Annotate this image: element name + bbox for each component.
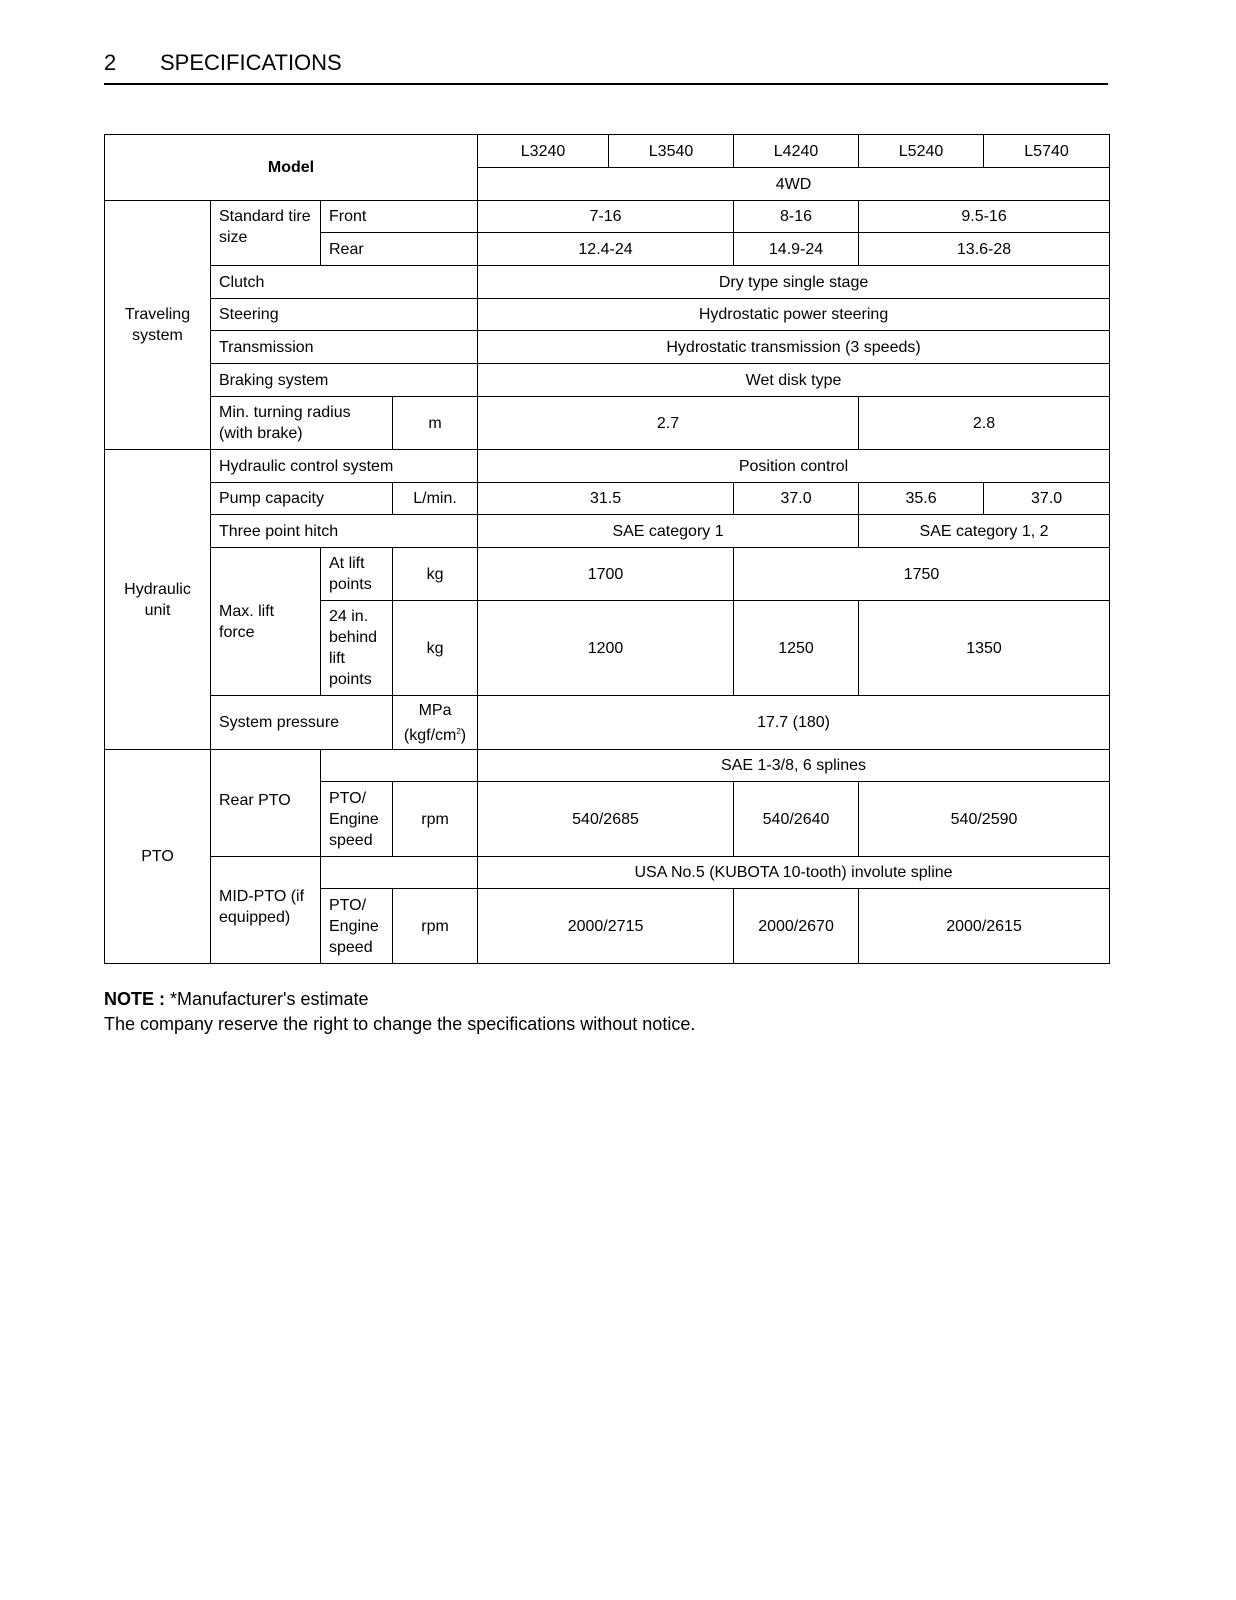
unit-cell: kg	[391, 547, 479, 601]
value-cell: Dry type single stage	[477, 265, 1111, 299]
header-rule	[104, 83, 1108, 85]
value-cell: 540/2590	[858, 781, 1111, 857]
pto-group: PTO	[104, 749, 211, 964]
empty-cell	[319, 856, 479, 889]
speed-label: PTO/ Engine speed	[320, 781, 393, 857]
tire-label: Standard tire size	[210, 200, 321, 266]
note-label: NOTE :	[104, 989, 165, 1009]
value-cell: 2000/2715	[477, 888, 735, 964]
value-cell: Hydrostatic power steering	[477, 298, 1111, 331]
unit-cell: rpm	[391, 781, 479, 857]
value-cell: 2.8	[858, 396, 1111, 450]
model-cell: L3540	[608, 134, 735, 168]
value-cell: 1350	[858, 600, 1111, 696]
mid-pto-label: MID-PTO (if equipped)	[210, 856, 321, 964]
unit-text: MPa	[418, 701, 452, 719]
pump-label: Pump capacity	[210, 482, 393, 515]
drive-cell: 4WD	[477, 167, 1111, 201]
value-cell: 17.7 (180)	[477, 695, 1111, 750]
clutch-label: Clutch	[209, 265, 479, 299]
value-cell: 2000/2615	[858, 888, 1111, 964]
turning-label: Min. turning radius (with brake)	[210, 396, 393, 450]
specifications-table: Model L3240 L3540 L4240 L5240 L5740 4WD …	[103, 134, 1111, 964]
control-label: Hydraulic control system	[209, 449, 479, 483]
value-cell: 9.5-16	[858, 200, 1111, 233]
model-label: Model	[103, 134, 479, 201]
unit-text: )	[460, 726, 467, 744]
value-cell: 1250	[733, 600, 860, 696]
value-cell: 35.6	[858, 482, 985, 515]
rear-label: Rear	[319, 232, 479, 266]
pressure-label: System pressure	[210, 695, 393, 750]
value-cell: 12.4-24	[477, 232, 735, 266]
traveling-group: Traveling system	[104, 200, 211, 450]
model-cell: L4240	[733, 134, 860, 168]
value-cell: 31.5	[477, 482, 735, 515]
value-cell: 37.0	[983, 482, 1111, 515]
value-cell: 37.0	[733, 482, 860, 515]
value-cell: SAE category 1	[477, 514, 860, 548]
page-header: 2 SPECIFICATIONS	[104, 50, 342, 76]
model-cell: L5240	[858, 134, 985, 168]
unit-cell: m	[391, 396, 479, 450]
model-cell: L3240	[477, 134, 610, 168]
empty-cell	[319, 749, 479, 782]
value-cell: SAE category 1, 2	[858, 514, 1111, 548]
value-cell: 1200	[477, 600, 735, 696]
section-title: SPECIFICATIONS	[160, 50, 342, 75]
value-cell: 7-16	[477, 200, 735, 233]
value-cell: USA No.5 (KUBOTA 10-tooth) involute spli…	[477, 856, 1111, 889]
unit-cell: kg	[391, 600, 479, 696]
model-cell: L5740	[983, 134, 1111, 168]
rear-pto-label: Rear PTO	[210, 749, 321, 857]
value-cell: 1700	[477, 547, 735, 601]
value-cell: SAE 1-3/8, 6 splines	[477, 749, 1111, 782]
value-cell: 1750	[733, 547, 1111, 601]
pressure-unit-cell: MPa (kgf/cm2)	[391, 695, 479, 750]
note-text: *Manufacturer's estimate	[165, 989, 369, 1009]
unit-cell: L/min.	[391, 482, 479, 515]
hitch-label: Three point hitch	[209, 514, 479, 548]
value-cell: 2000/2670	[733, 888, 860, 964]
value-cell: 540/2640	[733, 781, 860, 857]
unit-cell: rpm	[391, 888, 479, 964]
superscript: 2	[456, 726, 461, 736]
unit-text: (kgf/cm	[403, 726, 457, 744]
note: NOTE : *Manufacturer's estimate The comp…	[104, 987, 695, 1037]
page-number: 2	[104, 50, 117, 75]
hydraulic-group: Hydraulic unit	[104, 449, 211, 750]
lift-label: Max. lift force	[210, 547, 321, 696]
steering-label: Steering	[209, 298, 479, 331]
value-cell: 14.9-24	[733, 232, 860, 266]
at-lift-label: At lift points	[320, 547, 393, 601]
value-cell: 13.6-28	[858, 232, 1111, 266]
front-label: Front	[319, 200, 479, 233]
transmission-label: Transmission	[209, 330, 479, 364]
behind-label: 24 in. behind lift points	[320, 600, 393, 696]
speed-label: PTO/ Engine speed	[320, 888, 393, 964]
value-cell: Position control	[477, 449, 1111, 483]
value-cell: 8-16	[733, 200, 860, 233]
value-cell: 540/2685	[477, 781, 735, 857]
value-cell: Hydrostatic transmission (3 speeds)	[477, 330, 1111, 364]
braking-label: Braking system	[209, 363, 479, 397]
note-disclaimer: The company reserve the right to change …	[104, 1014, 696, 1034]
value-cell: 2.7	[477, 396, 860, 450]
value-cell: Wet disk type	[477, 363, 1111, 397]
